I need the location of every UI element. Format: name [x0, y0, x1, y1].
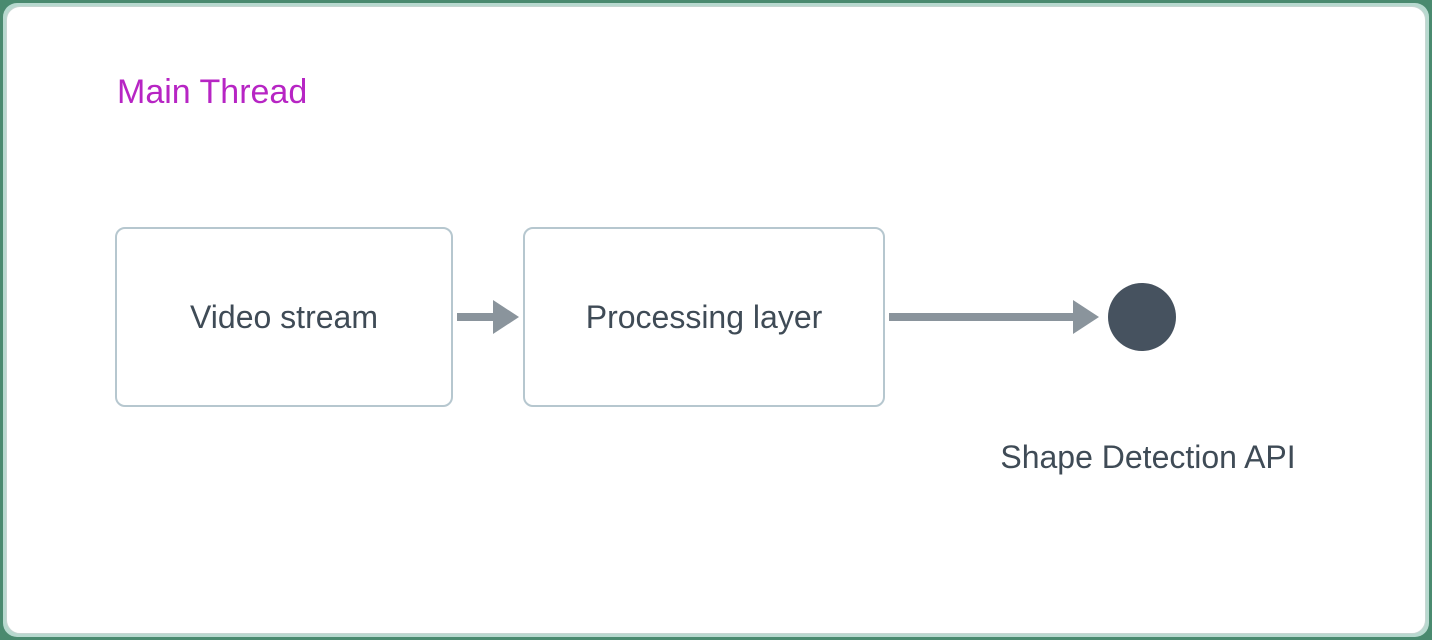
- node-video-stream: Video stream: [115, 227, 453, 407]
- node-shape-detection-api-label: Shape Detection API: [983, 439, 1313, 476]
- node-processing-layer-label: Processing layer: [586, 299, 823, 336]
- edge-video-to-processing: [457, 296, 519, 338]
- panel-title: Main Thread: [117, 73, 307, 112]
- node-shape-detection-api-dot: [1108, 283, 1176, 351]
- edge-processing-to-shape-api: [889, 296, 1099, 338]
- node-processing-layer: Processing layer: [523, 227, 885, 407]
- node-video-stream-label: Video stream: [190, 299, 378, 336]
- diagram-canvas: Main Thread Video stream Processing laye…: [0, 0, 1432, 640]
- main-thread-panel: Main Thread Video stream Processing laye…: [6, 6, 1426, 634]
